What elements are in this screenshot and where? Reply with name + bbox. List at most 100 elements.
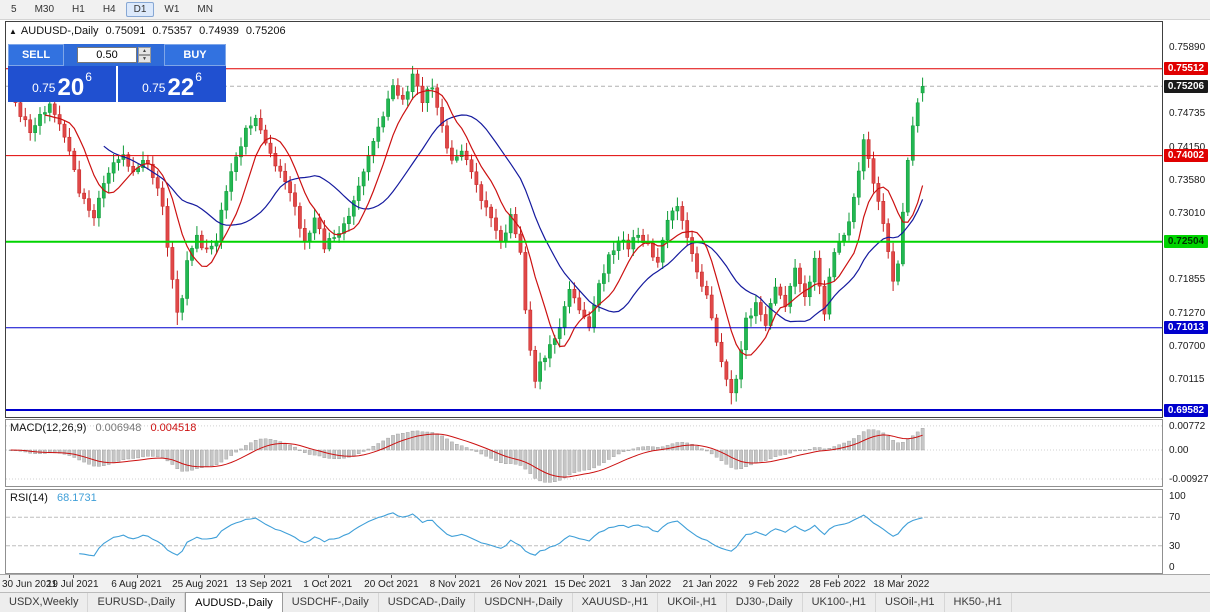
quote-high: 0.75357	[152, 25, 193, 37]
buy-price-display[interactable]: 0.75 22 6	[118, 66, 226, 102]
macd-header: MACD(12,26,9) 0.006948 0.004518	[10, 422, 196, 434]
sell-price-base: 0.75	[32, 81, 56, 95]
time-tick	[264, 575, 265, 578]
timeframe-button-h4[interactable]: H4	[102, 4, 116, 15]
chart-tab-xauusd-h1[interactable]: XAUUSD-,H1	[573, 593, 659, 612]
buy-price-pips: 22	[167, 73, 195, 101]
price-tick-label: 0.71855	[1169, 274, 1206, 286]
time-tick	[9, 575, 10, 578]
price-tick-label: 0.75890	[1169, 41, 1206, 53]
time-tick	[455, 575, 457, 578]
chart-tab-usdcad-daily[interactable]: USDCAD-,Daily	[379, 593, 476, 612]
time-axis-label: 6 Aug 2021	[111, 579, 162, 590]
timeframe-button-w1[interactable]: W1	[164, 4, 180, 15]
chart-tab-usdcnh-daily[interactable]: USDCNH-,Daily	[475, 593, 573, 612]
time-axis-label: 25 Aug 2021	[172, 579, 229, 590]
spin-down-icon: ▼	[142, 56, 147, 62]
chart-tab-dj30-daily[interactable]: DJ30-,Daily	[727, 593, 803, 612]
macd-signal-value: 0.004518	[150, 422, 197, 434]
time-tick	[136, 575, 138, 578]
timeframe-button-d1[interactable]: D1	[125, 2, 155, 17]
chart-tab-uk100-h1[interactable]: UK100-,H1	[803, 593, 877, 612]
time-axis-label: 19 Jul 2021	[46, 579, 99, 590]
rsi-panel[interactable]	[5, 489, 1163, 574]
price-tick-label: 0.70700	[1169, 340, 1206, 352]
symbol-marker-icon: ▲	[9, 27, 17, 36]
buy-button[interactable]: BUY	[164, 44, 226, 66]
spin-up-icon: ▲	[142, 48, 147, 54]
sell-price-pips: 20	[57, 73, 85, 101]
time-tick	[327, 575, 329, 578]
price-tick-label: 0.74150	[1169, 142, 1206, 154]
time-axis-label: 13 Sep 2021	[235, 579, 293, 590]
rsi-value: 68.1731	[56, 492, 97, 504]
chart-tab-usdx-weekly[interactable]: USDX,Weekly	[0, 593, 89, 612]
price-tag-0.75512: 0.75512	[1164, 62, 1208, 76]
time-axis[interactable]: 30 Jun 2021 19 Jul 2021 6 Aug 2021 25 Aug 2…	[0, 574, 1210, 592]
volume-up-button[interactable]: ▲	[138, 47, 151, 55]
rsi-header: RSI(14) 68.1731	[10, 492, 97, 504]
price-tag-0.74002: 0.74002	[1164, 149, 1208, 163]
quote-low: 0.74939	[199, 25, 239, 37]
time-tick	[710, 575, 712, 578]
chart-tab-hk50-h1[interactable]: HK50-,H1	[945, 593, 1012, 612]
timeframe-button-m30[interactable]: M30	[34, 4, 55, 15]
chart-symbol-title: AUDUSD-,Daily	[20, 25, 99, 37]
volume-spinner: ▲ ▼	[138, 47, 151, 63]
macd-main-value: 0.006948	[95, 422, 142, 434]
macd-panel[interactable]	[5, 419, 1163, 487]
time-tick	[391, 575, 393, 578]
trade-prices-row: 0.75 20 6 0.75 22 6	[8, 66, 226, 102]
rsi-axis-label: 100	[1169, 491, 1186, 502]
time-axis-label: 21 Jan 2022	[682, 579, 738, 590]
price-tag-0.72504: 0.72504	[1164, 235, 1208, 249]
timeframe-button-h1[interactable]: H1	[72, 4, 85, 15]
chart-tabs-bar: USDX,Weekly EURUSD-,Daily AUDUSD-,Daily USD…	[0, 592, 1210, 612]
time-tick	[518, 575, 520, 578]
time-tick	[582, 575, 584, 578]
chart-tab-usdchf-daily[interactable]: USDCHF-,Daily	[283, 593, 379, 612]
price-tick-label: 0.70115	[1169, 374, 1205, 386]
quote-line: ▲ AUDUSD-,Daily 0.75091 0.75357 0.74939 …	[9, 25, 286, 37]
volume-down-button[interactable]: ▼	[138, 55, 151, 63]
rsi-axis-label: 0	[1169, 562, 1175, 573]
timeframe-toolbar: 5 M30 H1 H4 D1 W1 MN	[0, 0, 1210, 20]
macd-chart[interactable]	[6, 420, 1162, 486]
buy-price-pipette: 6	[195, 70, 202, 84]
price-tag-0.71013: 0.71013	[1164, 321, 1208, 335]
chart-tab-ukoil-h1[interactable]: UKOil-,H1	[658, 593, 727, 612]
chart-tab-eurusd-daily[interactable]: EURUSD-,Daily	[88, 593, 186, 612]
sell-button[interactable]: SELL	[8, 44, 64, 66]
trade-controls-row: SELL ▲ ▼ BUY	[8, 44, 226, 66]
rsi-axis-label: 70	[1169, 512, 1181, 524]
timeframe-button-5[interactable]: 5	[11, 4, 17, 15]
time-axis-label: 15 Dec 2021	[554, 579, 612, 590]
time-tick	[646, 575, 648, 578]
quote-close: 0.75206	[245, 25, 286, 37]
volume-input[interactable]	[77, 47, 137, 63]
time-axis-label: 30 Jun 2021	[2, 579, 58, 590]
time-tick	[901, 575, 903, 578]
macd-label: MACD(12,26,9)	[10, 422, 87, 434]
rsi-chart[interactable]	[6, 490, 1162, 573]
price-tick-label: 0.73580	[1169, 174, 1206, 186]
time-axis-label: 26 Nov 2021	[490, 579, 548, 590]
price-tick-label: 0.74735	[1169, 108, 1206, 120]
time-axis-label: 28 Feb 2022	[809, 579, 866, 590]
candlestick-chart[interactable]	[6, 22, 1162, 417]
macd-axis-label: 0.00	[1169, 445, 1189, 456]
timeframe-button-mn[interactable]: MN	[197, 4, 213, 15]
price-axis[interactable]: 0.75890 0.74735 0.74150 0.73580 0.73010 0.718…	[1163, 21, 1210, 574]
quote-open: 0.75091	[105, 25, 146, 37]
rsi-axis-label: 30	[1169, 540, 1181, 552]
chart-tab-usoil-h1[interactable]: USOil-,H1	[876, 593, 945, 612]
macd-axis-label: 0.00772	[1169, 420, 1206, 432]
time-axis-label: 3 Jan 2022	[621, 579, 672, 590]
time-tick	[72, 575, 74, 578]
time-axis-label: 9 Feb 2022	[748, 579, 800, 590]
time-tick	[200, 575, 202, 578]
price-tick-label: 0.73010	[1169, 207, 1206, 219]
chart-tab-audusd-daily[interactable]: AUDUSD-,Daily	[185, 592, 283, 612]
sell-price-display[interactable]: 0.75 20 6	[8, 66, 116, 102]
price-tag-0.69582: 0.69582	[1164, 403, 1208, 417]
